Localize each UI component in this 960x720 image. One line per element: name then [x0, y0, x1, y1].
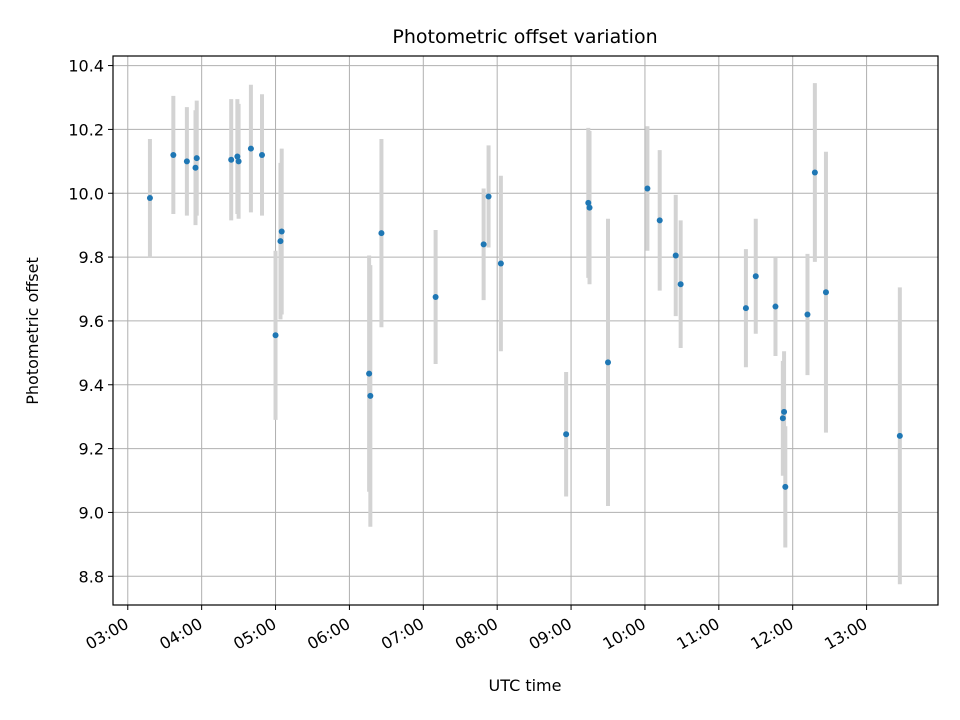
- data-point: [272, 332, 279, 339]
- data-point: [782, 483, 789, 490]
- y-axis-ticks: 8.8 9.0 9.2 9.4 9.6 9.8 10.0 10.2 10.4: [68, 57, 113, 586]
- data-point: [170, 151, 177, 158]
- x-axis-title: UTC time: [489, 676, 562, 695]
- x-tick-label: 09:00: [526, 614, 575, 654]
- data-point: [752, 273, 759, 280]
- data-point: [772, 303, 779, 310]
- x-tick-label: 11:00: [673, 614, 722, 654]
- y-tick-label: 9.6: [79, 312, 104, 331]
- data-point: [497, 260, 504, 267]
- data-point: [742, 305, 749, 312]
- y-tick-label: 10.2: [68, 120, 104, 139]
- data-point: [586, 204, 593, 211]
- data-point: [228, 156, 235, 163]
- data-point: [277, 238, 284, 245]
- data-point: [146, 195, 153, 202]
- data-point: [677, 281, 684, 288]
- data-point: [480, 241, 487, 248]
- data-point: [278, 228, 285, 235]
- data-point: [822, 289, 829, 296]
- data-point: [896, 432, 903, 439]
- data-point: [193, 155, 200, 162]
- x-axis-ticks: 03:00 04:00 05:00 06:00 07:00 08:00 09:00 10:00…: [82, 605, 871, 654]
- y-tick-label: 9.2: [79, 440, 104, 459]
- y-tick-label: 9.0: [79, 503, 104, 522]
- data-point: [367, 392, 374, 399]
- y-tick-label: 10.0: [68, 184, 104, 203]
- data-point: [258, 151, 265, 158]
- data-point: [378, 230, 385, 237]
- x-tick-label: 05:00: [230, 614, 279, 654]
- y-tick-label: 9.4: [79, 376, 104, 395]
- data-points: [146, 145, 903, 490]
- y-tick-label: 10.4: [68, 57, 104, 76]
- x-tick-label: 04:00: [156, 614, 205, 654]
- error-bars: [147, 83, 902, 585]
- data-point: [781, 408, 788, 415]
- y-tick-label: 9.8: [79, 248, 104, 267]
- data-point: [432, 293, 439, 300]
- x-tick-label: 06:00: [304, 614, 353, 654]
- data-point: [183, 158, 190, 165]
- data-point: [779, 415, 786, 422]
- x-tick-label: 13:00: [821, 614, 870, 654]
- data-point: [656, 217, 663, 224]
- data-point: [644, 185, 651, 192]
- data-point: [605, 359, 611, 366]
- data-point: [804, 311, 811, 318]
- x-tick-label: 08:00: [452, 614, 501, 654]
- data-point: [235, 158, 242, 165]
- data-point: [672, 252, 679, 259]
- data-point: [811, 169, 818, 176]
- data-point: [585, 199, 592, 206]
- x-tick-label: 03:00: [82, 614, 131, 654]
- grid-lines: [113, 56, 938, 605]
- x-tick-label: 07:00: [378, 614, 427, 654]
- x-tick-label: 12:00: [747, 614, 796, 654]
- chart-title: Photometric offset variation: [392, 26, 657, 48]
- data-point: [247, 145, 254, 152]
- data-point: [563, 431, 570, 438]
- y-axis-title: Photometric offset: [23, 257, 42, 405]
- data-point: [192, 164, 199, 171]
- data-point: [234, 153, 241, 160]
- y-tick-label: 8.8: [79, 567, 104, 586]
- data-point: [485, 193, 492, 200]
- x-tick-label: 10:00: [600, 614, 649, 654]
- data-point: [366, 370, 373, 377]
- plot-area-frame: [112, 55, 939, 606]
